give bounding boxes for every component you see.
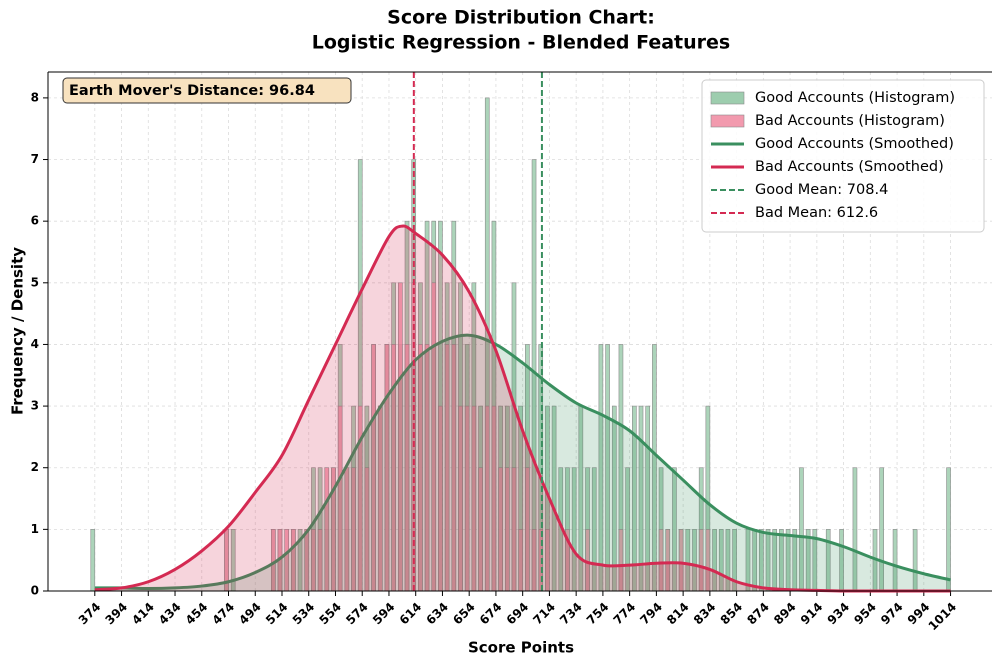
x-tick-label: 434 xyxy=(156,600,184,628)
x-tick-label: 494 xyxy=(236,600,264,628)
x-tick-label: 534 xyxy=(290,600,318,628)
chart-subtitle: Logistic Regression - Blended Features xyxy=(312,32,730,54)
y-tick-label: 7 xyxy=(31,152,39,166)
x-tick-label: 394 xyxy=(103,600,131,628)
x-tick-label: 974 xyxy=(878,600,906,628)
y-tick-label: 1 xyxy=(31,522,39,536)
legend-label: Bad Accounts (Histogram) xyxy=(755,113,945,129)
x-tick-label: 794 xyxy=(637,600,665,628)
y-tick-label: 2 xyxy=(31,460,39,474)
legend-label: Good Accounts (Smoothed) xyxy=(755,136,954,152)
legend-label: Bad Mean: 612.6 xyxy=(755,205,878,221)
x-tick-label: 454 xyxy=(183,600,211,628)
legend-swatch xyxy=(710,91,745,105)
density-line xyxy=(94,333,951,591)
annotation: Earth Mover's Distance: 96.84 xyxy=(69,83,315,99)
x-tick-label: 834 xyxy=(691,600,719,628)
x-tick-label: 674 xyxy=(477,600,505,628)
y-tick-label: 0 xyxy=(31,584,39,598)
x-tick-label: 574 xyxy=(343,600,371,628)
histogram-bar xyxy=(90,529,96,592)
density-area xyxy=(94,226,951,592)
x-tick-label: 754 xyxy=(584,600,612,628)
y-axis-label: Frequency / Density xyxy=(9,247,27,415)
x-tick-label: 554 xyxy=(316,600,344,628)
legend-label: Good Accounts (Histogram) xyxy=(755,90,955,106)
x-tick-label: 1014 xyxy=(926,600,960,634)
density-area xyxy=(94,335,951,591)
legend-box xyxy=(701,79,985,233)
y-tick-label: 6 xyxy=(31,214,39,228)
x-tick-label: 934 xyxy=(825,600,853,628)
x-tick-label: 874 xyxy=(744,600,772,628)
legend-swatch xyxy=(710,114,745,128)
legend-label: Bad Accounts (Smoothed) xyxy=(755,159,944,175)
x-tick-label: 814 xyxy=(664,600,692,628)
chart-title: Score Distribution Chart: xyxy=(387,7,655,29)
legend-label: Good Mean: 708.4 xyxy=(755,182,888,198)
x-tick-label: 474 xyxy=(209,600,237,628)
x-tick-label: 654 xyxy=(450,600,478,628)
x-tick-label: 714 xyxy=(530,600,558,628)
x-tick-label: 774 xyxy=(611,600,639,628)
x-tick-label: 634 xyxy=(423,600,451,628)
y-tick-label: 5 xyxy=(31,275,39,289)
x-tick-label: 414 xyxy=(129,600,157,628)
x-tick-label: 514 xyxy=(263,600,291,628)
y-tick-label: 8 xyxy=(31,90,39,104)
annotation-box xyxy=(62,77,352,104)
x-tick-label: 954 xyxy=(851,600,879,628)
x-tick-label: 614 xyxy=(397,600,425,628)
density-line xyxy=(94,224,951,593)
x-axis-label: Score Points xyxy=(468,639,574,657)
x-tick-label: 694 xyxy=(504,600,532,628)
x-tick-label: 894 xyxy=(771,600,799,628)
y-tick-label: 4 xyxy=(31,337,39,351)
x-tick-label: 594 xyxy=(370,600,398,628)
x-tick-label: 734 xyxy=(557,600,585,628)
x-tick-label: 914 xyxy=(798,600,826,628)
x-tick-label: 374 xyxy=(76,600,104,628)
histogram-bar xyxy=(946,467,951,592)
x-tick-label: 854 xyxy=(718,600,746,628)
y-tick-label: 3 xyxy=(31,399,39,413)
